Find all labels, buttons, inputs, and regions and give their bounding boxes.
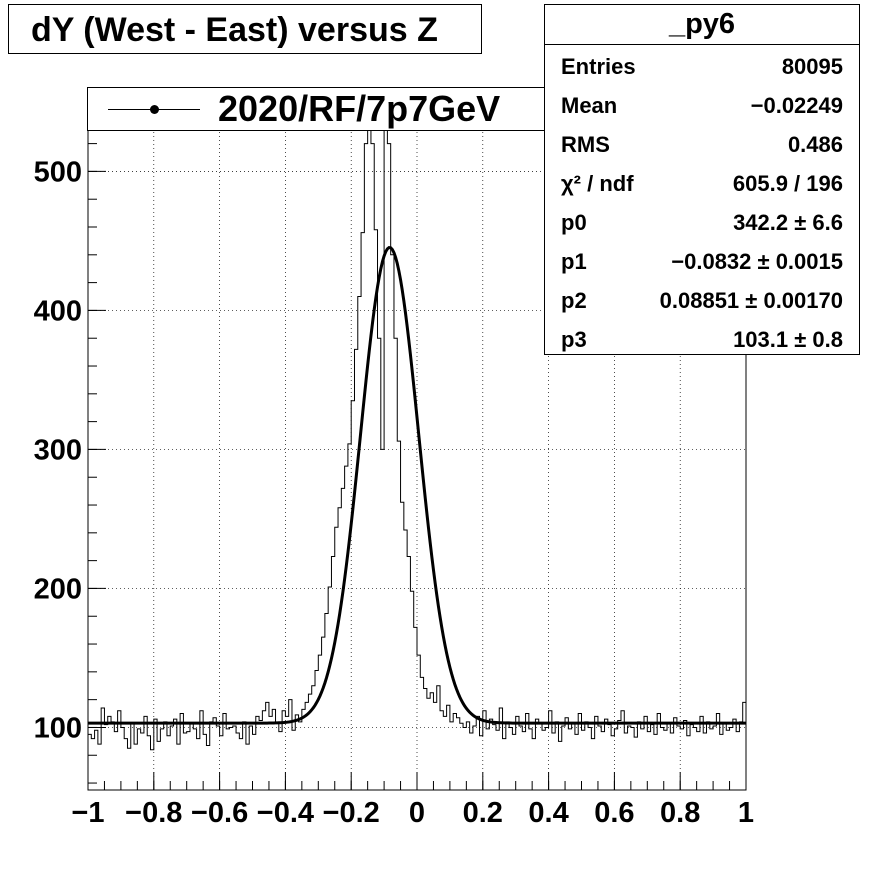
histogram-step-line [88, 87, 746, 751]
x-tick-label: 0.8 [660, 797, 700, 829]
stats-row-p0: p0 342.2 ± 6.6 [561, 204, 843, 242]
y-tick-label: 100 [34, 712, 82, 744]
stats-row-p2: p2 0.08851 ± 0.00170 [561, 282, 843, 320]
legend-label: 2020/RF/7p7GeV [218, 88, 501, 129]
stats-key: p1 [561, 249, 587, 274]
stats-row-mean: Mean −0.02249 [561, 87, 843, 125]
stats-row-chi2: χ² / ndf 605.9 / 196 [561, 165, 843, 203]
stats-key: RMS [561, 132, 610, 157]
x-tick-label: −0.4 [257, 797, 314, 829]
stats-value: 103.1 ± 0.8 [733, 327, 843, 352]
stats-key: p2 [561, 288, 587, 313]
chart-title: dY (West - East) versus Z [8, 4, 482, 54]
x-tick-label: 1 [738, 797, 754, 829]
stats-value: 0.08851 ± 0.00170 [659, 288, 843, 313]
stats-row-entries: Entries 80095 [561, 48, 843, 86]
y-tick-label: 300 [34, 434, 82, 466]
histogram [88, 87, 746, 751]
stats-key: p3 [561, 327, 587, 352]
x-tick-label: 0 [409, 797, 425, 829]
x-tick-label: 0.6 [594, 797, 634, 829]
stats-box: _py6 Entries 80095 Mean −0.02249 RMS 0.4… [544, 4, 860, 355]
stats-value: 80095 [781, 54, 843, 79]
stats-row-rms: RMS 0.486 [561, 126, 843, 164]
y-tick-label: 500 [34, 156, 82, 188]
fit-curve-line [88, 245, 746, 725]
y-tick-label: 400 [34, 295, 82, 327]
x-tick-label: 0.2 [463, 797, 503, 829]
stats-name: _py6 [545, 5, 859, 45]
stats-value: 342.2 ± 6.6 [733, 210, 843, 235]
stats-key: Entries [561, 54, 636, 79]
axes: −1 −0.8 −0.6 −0.4 −0.2 0 0.2 0.4 0.6 0.8 1 100 200 30… [34, 87, 754, 829]
stats-key: p0 [561, 210, 587, 235]
x-tick-label: −0.2 [323, 797, 380, 829]
stats-value: 0.486 [787, 132, 843, 157]
chart-title-text: dY (West - East) versus Z [31, 11, 438, 49]
stats-key: Mean [561, 93, 618, 118]
fit-curve [88, 245, 746, 725]
stats-row-p1: p1 −0.0832 ± 0.0015 [561, 243, 843, 281]
stats-value: 605.9 / 196 [732, 171, 843, 196]
stats-value: −0.0832 ± 0.0015 [671, 249, 843, 274]
x-tick-label: 0.4 [528, 797, 568, 829]
x-tick-label: −1 [71, 797, 104, 829]
legend: 2020/RF/7p7GeV [87, 87, 614, 131]
stats-row-p3: p3 103.1 ± 0.8 [561, 321, 843, 359]
x-tick-label: −0.8 [125, 797, 182, 829]
legend-marker-icon [150, 105, 159, 114]
x-tick-label: −0.6 [191, 797, 248, 829]
stats-key: χ² / ndf [561, 171, 634, 196]
y-tick-label: 200 [34, 573, 82, 605]
stats-value: −0.02249 [750, 93, 843, 118]
